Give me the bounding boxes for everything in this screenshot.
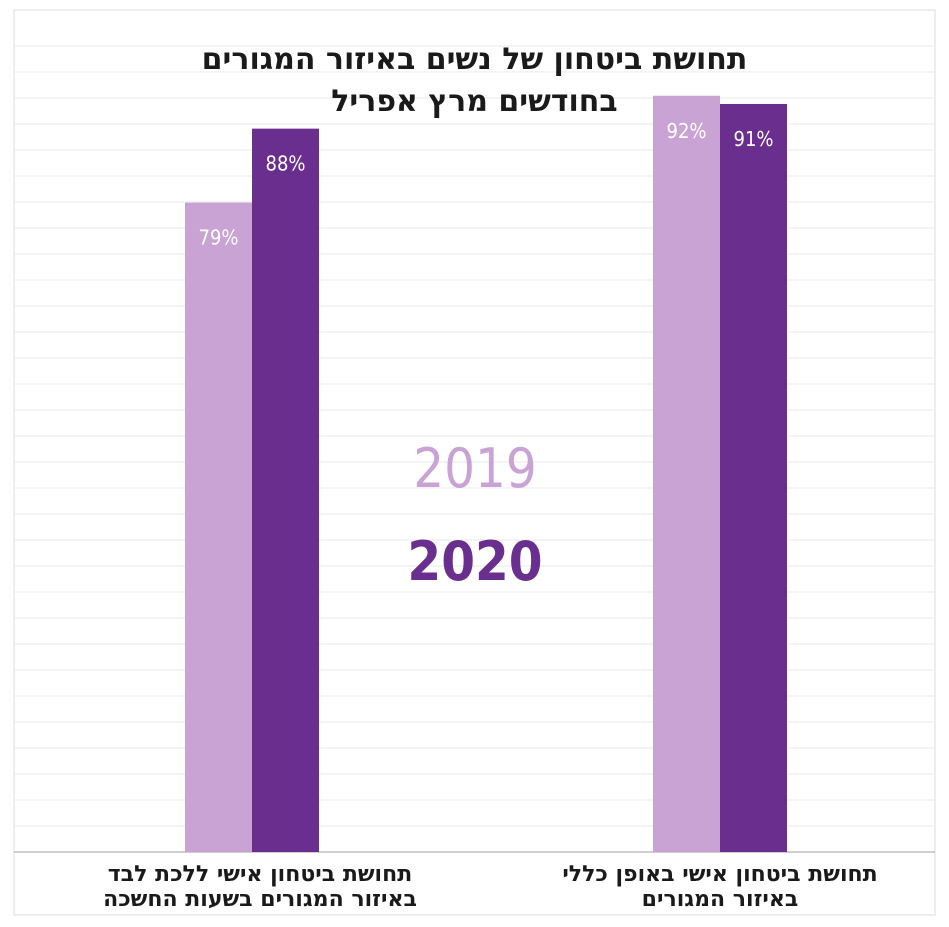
category-label-line-1: תחושת ביטחון אישי באופן כללי bbox=[562, 862, 878, 887]
bar-2020-category-2 bbox=[720, 103, 787, 853]
bar-2019-category-1 bbox=[185, 202, 252, 852]
data-label-2019-category-1: 79% bbox=[199, 226, 239, 250]
data-label-2019-category-2: 92% bbox=[667, 119, 707, 143]
category-label-line-1: תחושת ביטחון אישי ללכת לבד bbox=[107, 862, 413, 887]
category-label-line-2: באיזור המגורים בשעות החשכה bbox=[103, 887, 417, 912]
data-label-2020-category-1: 88% bbox=[266, 152, 306, 176]
data-label-2020-category-2: 91% bbox=[734, 127, 774, 151]
bar-2019-category-2 bbox=[653, 95, 720, 852]
category-label-general: תחושת ביטחון אישי באופן כללי באיזור המגו… bbox=[520, 862, 920, 912]
chart-title-line-1: תחושת ביטחון של נשים באיזור המגורים bbox=[201, 42, 748, 77]
legend-entry-2020: 2020 bbox=[407, 530, 543, 593]
legend-entry-2019: 2019 bbox=[413, 437, 537, 500]
category-label-line-2: באיזור המגורים bbox=[641, 887, 799, 912]
chart-title-line-2: בחודשים מרץ אפריל bbox=[331, 84, 618, 119]
category-label-dark-hours: תחושת ביטחון אישי ללכת לבד באיזור המגורי… bbox=[60, 862, 460, 912]
bar-2020-category-1 bbox=[252, 128, 319, 852]
